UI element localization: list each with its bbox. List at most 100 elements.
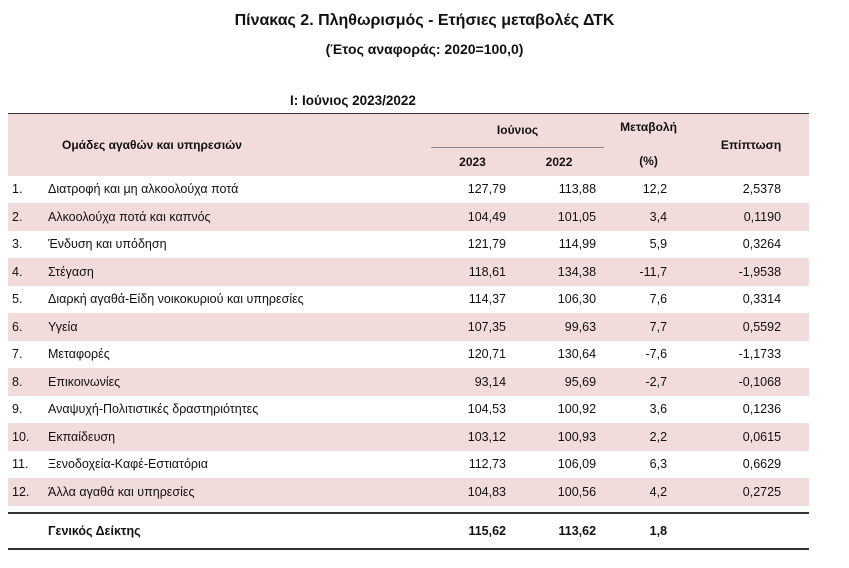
table-header: Ομάδες αγαθών και υπηρεσιών Ιούνιος Μετα… (8, 114, 810, 176)
total-row: Γενικός Δείκτης 115,62 113,62 1,8 (8, 511, 810, 550)
row-impact: 0,0615 (693, 423, 810, 451)
total-imp (693, 511, 810, 550)
table-row: 8. Επικοινωνίες 93,14 95,69 -2,7 -0,1068 (8, 368, 810, 396)
row-value-2022: 113,88 (558, 182, 597, 197)
row-change: 7,6 (649, 292, 668, 307)
row-value-2023: 120,71 (467, 347, 507, 362)
row-number: 2. (8, 203, 48, 231)
row-value-2022: 106,30 (557, 292, 597, 307)
row-change: 2,2 (604, 423, 694, 451)
row-value-2022: 95,69 (514, 368, 605, 396)
total-num (8, 511, 48, 550)
row-impact: -0,1068 (693, 368, 810, 396)
row-change: -2,7 (604, 368, 694, 396)
row-value-2022: 134,38 (514, 258, 605, 286)
header-month: Ιούνιος (431, 114, 605, 148)
header-change-unit: (%) (604, 147, 694, 176)
row-number: 6. (8, 313, 48, 341)
table-row: 12. Άλλα αγαθά και υπηρεσίες 104,83 100,56 4… (8, 478, 810, 506)
table-row: 11. Ξενοδοχεία-Καφέ-Εστιατόρια 112,73 106,0… (8, 451, 809, 479)
row-value-2022: 99,63 (514, 313, 605, 341)
row-change: -7,6 (645, 347, 668, 362)
row-name: Αλκοολούχα ποτά και καπνός (48, 203, 432, 231)
row-number: 8. (8, 368, 48, 396)
row-change: 3,6 (649, 402, 668, 417)
total-a: 115,62 (431, 511, 515, 550)
header-groups: Ομάδες αγαθών και υπηρεσιών (8, 114, 432, 176)
row-name: Ένδυση και υπόδηση (48, 237, 167, 252)
header-impact: Επίπτωση (693, 114, 810, 176)
header-year-b: 2022 (514, 147, 605, 176)
row-impact: 0,5592 (693, 313, 810, 341)
table-row: 10. Εκπαίδευση 103,12 100,93 2,2 0,0615 (8, 423, 810, 451)
row-value-2023: 104,49 (431, 203, 515, 231)
row-value-2022: 100,93 (514, 423, 605, 451)
table-row: 6. Υγεία 107,35 99,63 7,7 0,5592 (8, 313, 810, 341)
row-value-2023: 107,35 (431, 313, 515, 341)
row-name: Ξενοδοχεία-Καφέ-Εστιατόρια (48, 457, 209, 472)
row-value-2023: 112,73 (468, 457, 507, 472)
row-value-2023: 114,37 (468, 292, 507, 307)
row-change: 4,2 (604, 478, 694, 506)
row-value-2022: 106,09 (557, 457, 597, 472)
table-row: 4. Στέγαση 118,61 134,38 -11,7 -1,9538 (8, 258, 810, 286)
row-value-2023: 121,79 (467, 237, 507, 252)
row-name: Εκπαίδευση (48, 423, 432, 451)
row-impact: -1,1733 (738, 347, 782, 362)
row-impact: 0,6629 (742, 457, 782, 472)
row-value-2023: 127,79 (467, 182, 507, 197)
row-change: 6,3 (649, 457, 668, 472)
row-impact: 0,2725 (693, 478, 810, 506)
row-number: 4. (8, 258, 48, 286)
row-value-2023: 104,83 (431, 478, 515, 506)
table-title: Πίνακας 2. Πληθωρισμός - Ετήσιες μεταβολ… (234, 12, 615, 29)
row-number: 11. (12, 457, 29, 472)
row-number: 12. (8, 478, 48, 506)
row-impact: 2,5378 (742, 182, 782, 197)
total-chg: 1,8 (604, 511, 694, 550)
table-subtitle: (Έτος αναφοράς: 2020=100,0) (325, 41, 524, 57)
row-value-2023: 103,12 (431, 423, 515, 451)
section-heading: I: Ιούνιος 2023/2022 (290, 93, 416, 108)
row-impact: 0,3264 (742, 237, 782, 252)
row-value-2023: 104,53 (467, 402, 507, 417)
row-change: 7,7 (604, 313, 694, 341)
table-row: 5. Διαρκή αγαθά-Είδη νοικοκυριού και υπηρ… (8, 286, 809, 314)
table-row: 7. Μεταφορές 120,71 130,64 -7,6 -1,1733 (8, 341, 809, 369)
row-value-2022: 100,92 (557, 402, 597, 417)
row-change: 5,9 (649, 237, 668, 252)
inflation-table: Ομάδες αγαθών και υπηρεσιών Ιούνιος Μετα… (8, 114, 810, 550)
table-row: 9. Αναψυχή-Πολιτιστικές δραστηριότητες 104… (8, 396, 809, 424)
row-impact: -1,9538 (693, 258, 810, 286)
row-change: 12,2 (642, 182, 668, 197)
row-number: 5. (12, 292, 23, 307)
row-name: Επικοινωνίες (48, 368, 432, 396)
row-value-2023: 93,14 (431, 368, 515, 396)
row-value-2022: 114,99 (558, 237, 597, 252)
table-body: 1. Διατροφή και μη αλκοολούχα ποτά 127,79 1… (8, 176, 810, 550)
row-name: Αναψυχή-Πολιτιστικές δραστηριότητες (48, 402, 259, 417)
row-impact: 0,1190 (693, 203, 810, 231)
row-value-2022: 130,64 (557, 347, 597, 362)
row-number: 7. (12, 347, 23, 362)
table-row: 3. Ένδυση και υπόδηση 121,79 114,99 5,9 0,326… (8, 231, 809, 259)
row-value-2022: 100,56 (514, 478, 605, 506)
row-change: 3,4 (604, 203, 694, 231)
row-impact: 0,3314 (742, 292, 782, 307)
total-name: Γενικός Δείκτης (48, 511, 432, 550)
row-name: Διαρκή αγαθά-Είδη νοικοκυριού και υπηρεσ… (48, 292, 304, 307)
total-b: 113,62 (514, 511, 605, 550)
header-change: Μεταβολή (604, 114, 694, 147)
row-change: -11,7 (604, 258, 694, 286)
row-name: Διατροφή και μη αλκοολούχα ποτά (48, 182, 239, 197)
row-name: Άλλα αγαθά και υπηρεσίες (48, 478, 432, 506)
row-number: 1. (12, 182, 23, 197)
row-number: 3. (12, 237, 23, 252)
row-value-2022: 101,05 (514, 203, 605, 231)
table-row: 2. Αλκοολούχα ποτά και καπνός 104,49 101,05… (8, 203, 810, 231)
table-row: 1. Διατροφή και μη αλκοολούχα ποτά 127,79 1… (8, 176, 809, 204)
row-impact: 0,1236 (742, 402, 782, 417)
row-name: Στέγαση (48, 258, 432, 286)
row-name: Υγεία (48, 313, 432, 341)
header-year-a: 2023 (431, 147, 515, 176)
